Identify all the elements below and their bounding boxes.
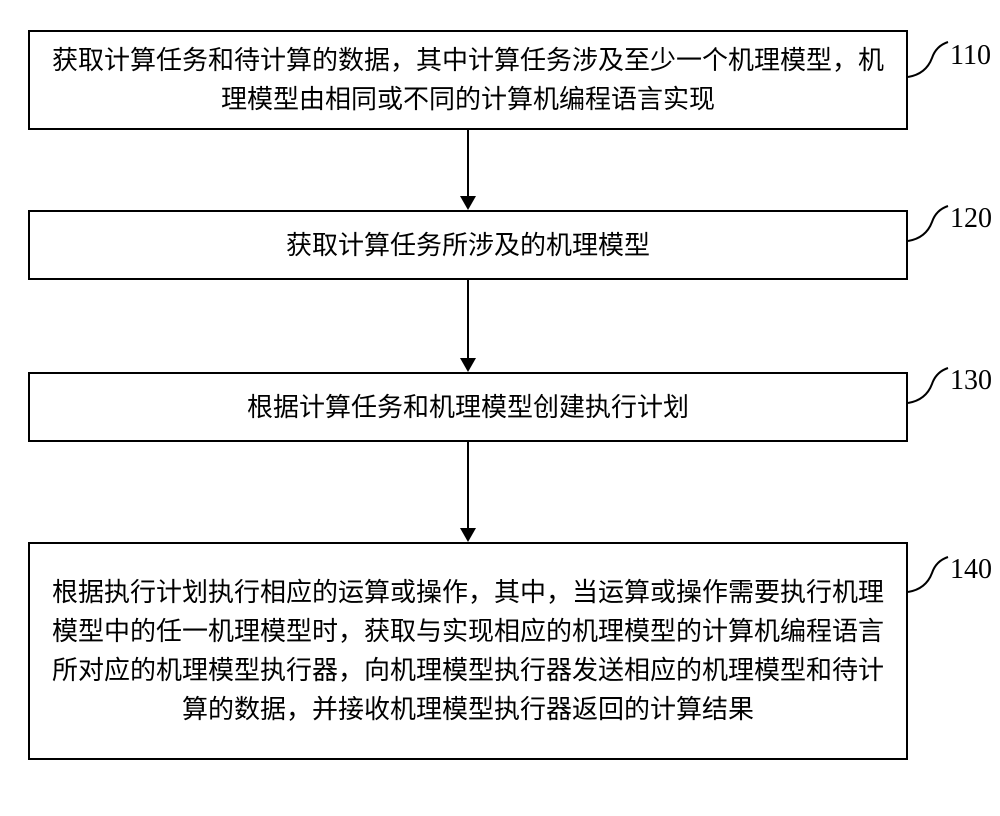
flow-node-4: 根据执行计划执行相应的运算或操作，其中，当运算或操作需要执行机理模型中的任一机理… [28,542,908,760]
flow-node-3: 根据计算任务和机理模型创建执行计划 [28,372,908,442]
flow-node-1-connector [908,42,950,82]
flow-node-1-label: 110 [950,40,991,72]
flow-node-2-label: 120 [950,203,992,235]
flow-node-3-label: 130 [950,365,992,397]
flow-node-4-connector [908,557,950,597]
flow-arrow-1 [467,130,469,196]
flow-node-2: 获取计算任务所涉及的机理模型 [28,210,908,280]
flow-node-4-text: 根据执行计划执行相应的运算或操作，其中，当运算或操作需要执行机理模型中的任一机理… [50,573,886,729]
flow-node-2-connector [908,206,950,246]
flow-node-3-connector [908,368,950,408]
flow-arrow-2-head [460,358,476,372]
flow-node-1-text: 获取计算任务和待计算的数据，其中计算任务涉及至少一个机理模型，机理模型由相同或不… [50,41,886,119]
flow-arrow-1-head [460,196,476,210]
flow-arrow-2 [467,280,469,358]
flow-node-2-text: 获取计算任务所涉及的机理模型 [286,226,650,265]
flow-node-3-text: 根据计算任务和机理模型创建执行计划 [247,388,689,427]
flowchart-canvas: 获取计算任务和待计算的数据，其中计算任务涉及至少一个机理模型，机理模型由相同或不… [0,0,1000,816]
flow-arrow-3 [467,442,469,528]
flow-arrow-3-head [460,528,476,542]
flow-node-1: 获取计算任务和待计算的数据，其中计算任务涉及至少一个机理模型，机理模型由相同或不… [28,30,908,130]
flow-node-4-label: 140 [950,554,992,586]
